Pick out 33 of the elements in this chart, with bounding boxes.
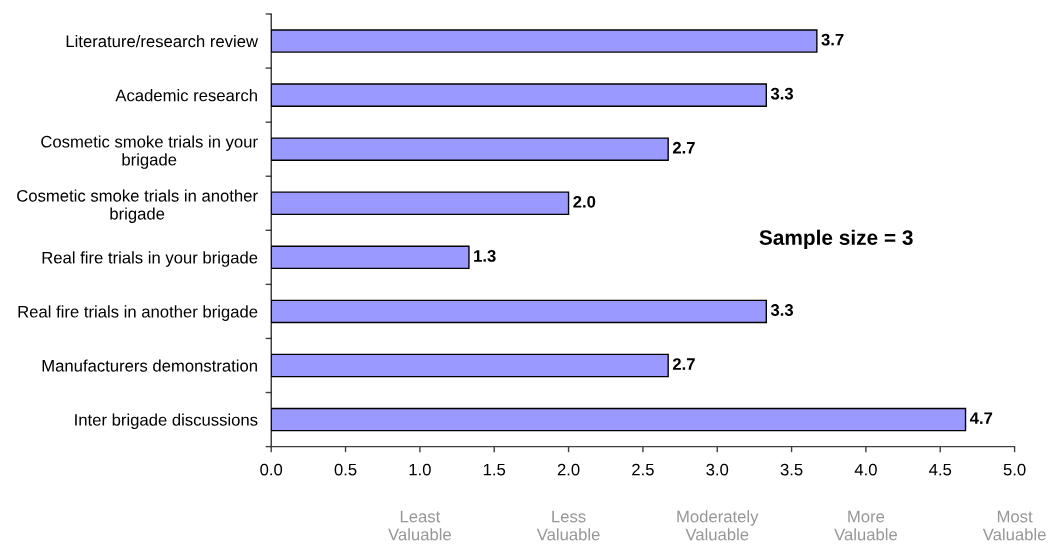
x-tick-label: 2.5 <box>632 463 654 476</box>
x-tick-label: 3.5 <box>780 463 803 476</box>
x-tick-label: 0.0 <box>260 463 283 476</box>
y-tick-label: Literature/research review <box>66 35 259 48</box>
annotation: Sample size = 3 <box>759 229 913 250</box>
data-label: 3.3 <box>770 87 794 100</box>
y-tick-label: Inter brigade discussions <box>75 413 258 430</box>
y-tick-label: Manufacturers demonstration <box>42 359 257 372</box>
data-label: 2.0 <box>573 195 596 208</box>
data-label: 1.3 <box>474 250 496 262</box>
x-tick-label: 2.0 <box>557 463 580 476</box>
text: Least Valuable <box>388 510 451 541</box>
data-label: 2.7 <box>672 358 695 370</box>
x-tick-label: 0.5 <box>334 463 357 476</box>
y-tick-label: Cosmetic smoke trials in another brigade <box>17 189 258 223</box>
x-tick-label: 3.0 <box>706 463 729 476</box>
data-label: 2.7 <box>672 141 695 154</box>
y-tick-label: Academic research <box>115 89 257 102</box>
text: Moderately Valuable <box>677 510 759 541</box>
x-tick-label: 1.5 <box>483 463 506 476</box>
y-tick-label: Real fire trials in your brigade <box>42 251 258 267</box>
text: Less Valuable <box>536 510 600 541</box>
text: More Valuable <box>834 510 897 541</box>
text: Most Valuable <box>982 510 1046 541</box>
x-tick-label: 5.0 <box>1003 463 1026 476</box>
y-tick-label: Real fire trials in another brigade <box>18 305 258 321</box>
data-label: 3.7 <box>821 33 844 46</box>
data-label: 3.3 <box>770 304 794 316</box>
x-tick-label: 4.5 <box>929 463 952 476</box>
x-tick-label: 1.0 <box>409 463 431 476</box>
data-label: 4.7 <box>969 412 993 424</box>
x-tick-label: 4.0 <box>854 463 877 476</box>
y-tick-label: Cosmetic smoke trials in your brigade <box>41 135 258 169</box>
